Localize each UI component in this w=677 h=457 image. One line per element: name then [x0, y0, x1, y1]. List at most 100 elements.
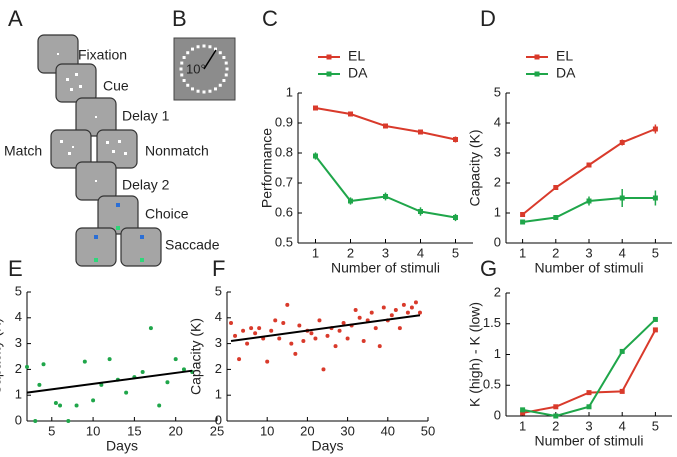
- marker: [348, 111, 353, 117]
- x-tick-label: 1: [519, 245, 526, 260]
- marker: [553, 185, 559, 190]
- marker: [586, 404, 592, 410]
- point: [313, 336, 318, 341]
- marker: [520, 410, 526, 416]
- y-axis-label: Capacity (K): [188, 318, 204, 395]
- marker: [383, 194, 388, 199]
- screen: [96, 129, 138, 169]
- marker: [418, 129, 423, 135]
- legend-label: DA: [556, 65, 576, 81]
- x-tick-label: 1: [312, 245, 319, 260]
- panel-letter: E: [8, 256, 23, 281]
- point: [293, 351, 298, 356]
- y-tick-label: 4: [215, 309, 222, 324]
- marker: [520, 407, 526, 413]
- x-tick-label: 10: [260, 423, 274, 438]
- y-tick-label: 1: [286, 84, 293, 99]
- step-label: Delay 1: [122, 108, 170, 124]
- marker: [348, 198, 353, 204]
- marker: [418, 209, 423, 214]
- panel-letter: D: [480, 6, 496, 31]
- point: [409, 305, 414, 310]
- marker: [383, 123, 388, 129]
- step-label: Saccade: [165, 237, 220, 253]
- point: [373, 326, 378, 331]
- point: [237, 357, 242, 362]
- step-label: Nonmatch: [145, 143, 209, 159]
- marker: [553, 404, 559, 410]
- point: [181, 367, 186, 372]
- ring-dot: [218, 51, 222, 55]
- point: [393, 308, 398, 313]
- x-tick-label: 2: [552, 245, 559, 260]
- diagram-a: A Fixation Cue Delay 1 Match Nonmatch De…: [4, 6, 220, 267]
- point: [377, 344, 382, 349]
- legend-marker: [534, 54, 540, 60]
- y-tick-label: 0.7: [275, 174, 293, 189]
- panel-letter: G: [480, 256, 497, 281]
- x-tick-label: 20: [300, 423, 314, 438]
- step-label: Choice: [145, 206, 189, 222]
- point: [333, 344, 338, 349]
- panel-letter: C: [262, 6, 278, 31]
- dot-ring: [179, 44, 229, 94]
- x-axis-label: Number of stimuli: [331, 260, 440, 276]
- screen: [97, 195, 139, 235]
- stimuli: [57, 53, 127, 182]
- y-tick-label: 3: [215, 335, 222, 350]
- point: [41, 362, 46, 367]
- x-axis-label: Days: [312, 438, 344, 454]
- point: [25, 364, 29, 369]
- marker: [313, 153, 318, 159]
- point: [381, 305, 386, 310]
- ring-dot: [224, 61, 228, 65]
- marker: [619, 388, 625, 394]
- step-label: Delay 2: [122, 177, 170, 193]
- y-tick-label: 0.5: [483, 377, 501, 392]
- x-tick-label: 15: [127, 423, 141, 438]
- step-label: Cue: [103, 78, 129, 94]
- point: [281, 320, 286, 325]
- legend-marker: [534, 71, 540, 77]
- point: [107, 357, 112, 362]
- y-tick-label: 0.9: [275, 114, 293, 129]
- point: [173, 357, 178, 362]
- screen: [50, 129, 92, 169]
- ring-dot: [182, 56, 186, 59]
- ring-dot: [222, 79, 226, 82]
- panel-letter: B: [172, 6, 187, 31]
- y-tick-label: 0: [494, 234, 501, 249]
- x-tick-label: 4: [619, 418, 626, 433]
- ring-dot: [208, 45, 212, 49]
- y-tick-label: 5: [494, 84, 501, 99]
- y-tick-label: 2: [494, 174, 501, 189]
- marker: [553, 413, 559, 419]
- series-line: [522, 329, 657, 414]
- x-axis-label: Number of stimuli: [535, 260, 644, 276]
- marker: [586, 198, 592, 204]
- point: [249, 326, 254, 331]
- series-line: [314, 155, 456, 219]
- y-tick-label: 0: [15, 412, 22, 427]
- ring-dot: [202, 44, 206, 48]
- point: [245, 341, 250, 346]
- x-tick-label: 2: [552, 418, 559, 433]
- y-axis-label: K (high) - K (low): [467, 302, 483, 407]
- marker: [619, 348, 625, 354]
- point: [353, 308, 358, 313]
- point: [405, 310, 410, 315]
- point: [140, 369, 145, 374]
- marker: [453, 137, 458, 142]
- marker: [652, 316, 658, 322]
- diagram-b: B 10°: [172, 6, 236, 101]
- target: [94, 235, 98, 239]
- y-tick-label: 0.8: [275, 144, 293, 159]
- point: [285, 302, 290, 307]
- point: [277, 336, 282, 341]
- y-tick-label: 0: [494, 407, 501, 422]
- y-tick-label: 2: [15, 361, 22, 376]
- ring-dot: [214, 47, 217, 51]
- y-tick-label: 5: [215, 283, 222, 298]
- point: [148, 326, 153, 331]
